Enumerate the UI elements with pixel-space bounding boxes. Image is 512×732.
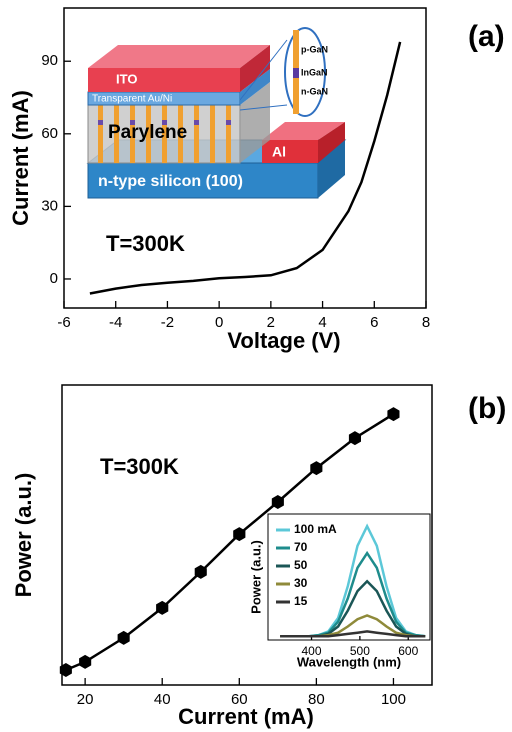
legend-label: 30	[294, 576, 308, 590]
inset-label: InGaN	[301, 67, 328, 77]
ingan-zoom	[293, 68, 299, 78]
annotation: T=300K	[106, 231, 185, 256]
data-marker	[117, 630, 130, 645]
al-front	[262, 140, 318, 163]
x-tick-label: 2	[267, 314, 275, 331]
device-schematic: ITO Transparent Au/Ni Parylene Al n-type…	[86, 27, 347, 199]
y-axis-title: Power (a.u.)	[11, 473, 36, 598]
data-line	[89, 41, 402, 295]
x-tick-label: 100	[381, 691, 406, 708]
nanowires	[98, 105, 231, 163]
x-axis-title: Voltage (V)	[227, 328, 340, 353]
y-tick-label: 0	[50, 270, 58, 287]
inset-label: p-GaN	[301, 44, 328, 54]
inset-label: n-GaN	[301, 86, 328, 96]
legend-label: 100 mA	[294, 522, 337, 536]
al-side	[318, 122, 345, 163]
ito-front	[88, 68, 240, 92]
y-tick-label: 90	[41, 52, 58, 69]
data-marker	[194, 564, 207, 579]
data-marker	[387, 407, 400, 422]
panel: -6 -4 -2 0 2 4 6 8 0 30 60 90 Voltage (V) Current (mA…	[8, 7, 505, 353]
data-marker	[59, 663, 72, 677]
panel: 20 40 60 80 100 Current (mA) Power (a.u.) (b) T=…	[11, 384, 506, 729]
data-marker	[348, 431, 361, 446]
y-tick-label: 30	[41, 197, 58, 214]
inset-label: ITO	[116, 71, 137, 86]
x-tick-label: 0	[215, 314, 223, 331]
legend-label: 50	[294, 558, 308, 572]
x-tick-label: -2	[161, 314, 174, 331]
zoom-line	[239, 39, 288, 101]
data-marker	[271, 495, 284, 509]
ingan-segments	[98, 120, 231, 125]
legend-label: 15	[294, 594, 308, 608]
legend-label: 70	[294, 540, 308, 554]
x-tick-label: 60	[231, 691, 248, 708]
ito-top	[88, 45, 270, 68]
inset-label: Parylene	[108, 122, 187, 143]
panel-label: (b)	[468, 392, 506, 425]
spectrum-line	[280, 630, 426, 638]
y-axis-title: Power (a.u.)	[248, 540, 263, 614]
data-marker	[233, 527, 246, 542]
y-axis-title: Current (mA)	[8, 90, 33, 226]
inset-label: n-type silicon (100)	[98, 173, 243, 190]
plot-frame	[63, 7, 427, 309]
x-tick-label: 8	[422, 314, 430, 331]
plot-frame	[61, 384, 433, 686]
x-axis-title: Wavelength (nm)	[297, 654, 401, 669]
al-top	[262, 122, 345, 140]
x-tick-label: 600	[398, 644, 418, 658]
x-tick-label: -6	[57, 314, 70, 331]
x-tick-label: 80	[308, 691, 325, 708]
ito-side	[240, 45, 270, 92]
x-tick-label: -4	[109, 314, 122, 331]
panel-label: (a)	[468, 20, 505, 53]
data-marker	[79, 654, 92, 669]
silicon-side	[318, 140, 345, 198]
y-tick-label: 60	[41, 125, 58, 142]
inset-label: Transparent Au/Ni	[92, 94, 172, 105]
data-marker	[310, 461, 323, 476]
parylene-side	[240, 82, 270, 163]
au-ni-side	[240, 69, 270, 105]
zoom-line	[239, 104, 288, 111]
x-tick-label: 400	[302, 644, 322, 658]
x-tick-label: 20	[77, 691, 94, 708]
x-axis-title: Current (mA)	[178, 704, 314, 729]
annotation: T=300K	[100, 454, 179, 479]
x-tick-label: 500	[350, 644, 370, 658]
x-tick-label: 6	[370, 314, 378, 331]
data-marker	[156, 600, 169, 615]
x-tick-label: 4	[318, 314, 326, 331]
data-line	[65, 413, 395, 672]
x-tick-label: 40	[154, 691, 171, 708]
inset-label: Al	[272, 144, 286, 160]
